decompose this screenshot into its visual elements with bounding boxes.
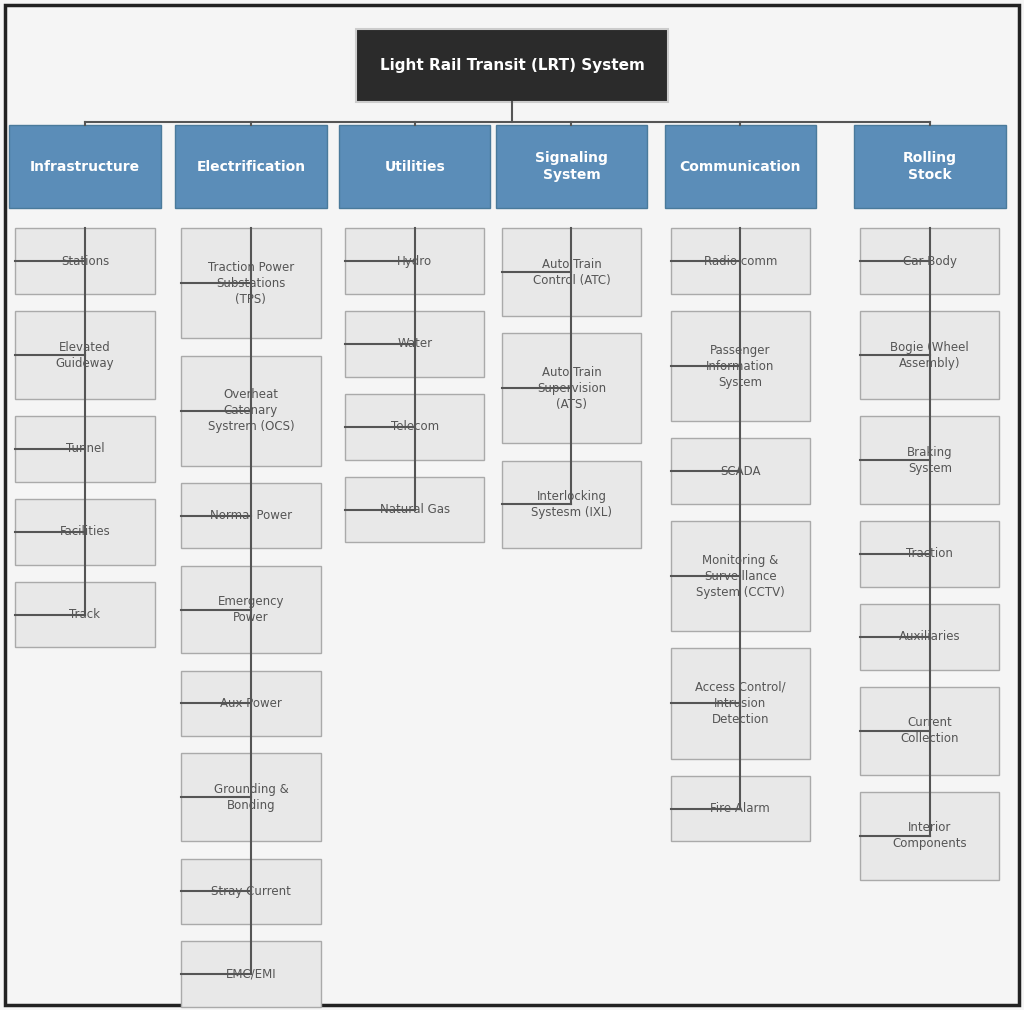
FancyBboxPatch shape (181, 566, 321, 653)
Text: Communication: Communication (680, 160, 801, 174)
FancyBboxPatch shape (15, 582, 155, 647)
Text: SCADA: SCADA (720, 465, 761, 478)
Text: Interlocking
Systesm (IXL): Interlocking Systesm (IXL) (530, 490, 612, 519)
FancyBboxPatch shape (181, 941, 321, 1007)
FancyBboxPatch shape (860, 687, 999, 775)
FancyBboxPatch shape (496, 125, 647, 208)
FancyBboxPatch shape (502, 228, 641, 316)
FancyBboxPatch shape (181, 228, 321, 338)
Text: Interior
Components: Interior Components (893, 821, 967, 850)
FancyBboxPatch shape (175, 125, 327, 208)
FancyBboxPatch shape (860, 416, 999, 504)
Text: Auxiliaries: Auxiliaries (899, 630, 961, 643)
FancyBboxPatch shape (860, 604, 999, 670)
Text: Traction: Traction (906, 547, 953, 561)
FancyBboxPatch shape (860, 792, 999, 880)
Text: Overheat
Catenary
Systrem (OCS): Overheat Catenary Systrem (OCS) (208, 388, 294, 433)
FancyBboxPatch shape (181, 753, 321, 841)
FancyBboxPatch shape (181, 356, 321, 466)
Text: Emergency
Power: Emergency Power (218, 595, 284, 624)
FancyBboxPatch shape (181, 858, 321, 924)
FancyBboxPatch shape (671, 648, 810, 759)
FancyBboxPatch shape (15, 311, 155, 399)
FancyBboxPatch shape (854, 125, 1006, 208)
FancyBboxPatch shape (15, 228, 155, 294)
Text: Access Control/
Intrusion
Detection: Access Control/ Intrusion Detection (695, 681, 785, 726)
FancyBboxPatch shape (671, 228, 810, 294)
Text: Grounding &
Bonding: Grounding & Bonding (214, 783, 288, 812)
Text: Normal Power: Normal Power (210, 509, 292, 522)
Text: Car Body: Car Body (903, 255, 956, 268)
Text: Fire Alarm: Fire Alarm (711, 802, 770, 815)
Text: Track: Track (70, 608, 100, 621)
Text: Rolling
Stock: Rolling Stock (903, 152, 956, 182)
FancyBboxPatch shape (15, 499, 155, 565)
Text: Facilities: Facilities (59, 525, 111, 538)
Text: EMC/EMI: EMC/EMI (225, 968, 276, 981)
FancyBboxPatch shape (860, 228, 999, 294)
FancyBboxPatch shape (356, 29, 669, 102)
Text: Bogie (Wheel
Assembly): Bogie (Wheel Assembly) (891, 340, 969, 370)
FancyBboxPatch shape (345, 228, 484, 294)
FancyBboxPatch shape (339, 125, 490, 208)
FancyBboxPatch shape (502, 333, 641, 443)
FancyBboxPatch shape (671, 776, 810, 841)
Text: Passenger
Information
System: Passenger Information System (707, 343, 774, 389)
Text: Stations: Stations (60, 255, 110, 268)
FancyBboxPatch shape (860, 521, 999, 587)
FancyBboxPatch shape (671, 311, 810, 421)
Text: Utilities: Utilities (384, 160, 445, 174)
Text: Aux Power: Aux Power (220, 697, 282, 710)
Text: Stray Current: Stray Current (211, 885, 291, 898)
FancyBboxPatch shape (345, 477, 484, 542)
FancyBboxPatch shape (9, 125, 161, 208)
FancyBboxPatch shape (5, 5, 1019, 1005)
Text: Monitoring &
Surveillance
System (CCTV): Monitoring & Surveillance System (CCTV) (696, 553, 784, 599)
FancyBboxPatch shape (665, 125, 816, 208)
Text: Auto Train
Supervision
(ATS): Auto Train Supervision (ATS) (537, 366, 606, 411)
Text: Radio comm: Radio comm (703, 255, 777, 268)
Text: Auto Train
Control (ATC): Auto Train Control (ATC) (532, 258, 610, 287)
FancyBboxPatch shape (502, 461, 641, 548)
Text: Telecom: Telecom (391, 420, 438, 433)
Text: Braking
System: Braking System (907, 445, 952, 475)
Text: Current
Collection: Current Collection (900, 716, 959, 745)
Text: Electrification: Electrification (197, 160, 305, 174)
FancyBboxPatch shape (15, 416, 155, 482)
FancyBboxPatch shape (181, 671, 321, 736)
FancyBboxPatch shape (671, 438, 810, 504)
FancyBboxPatch shape (345, 394, 484, 460)
Text: Traction Power
Substations
(TPS): Traction Power Substations (TPS) (208, 261, 294, 306)
Text: Elevated
Guideway: Elevated Guideway (55, 340, 115, 370)
FancyBboxPatch shape (671, 521, 810, 631)
Text: Natural Gas: Natural Gas (380, 503, 450, 516)
Text: Signaling
System: Signaling System (535, 152, 608, 182)
Text: Hydro: Hydro (397, 255, 432, 268)
Text: Infrastructure: Infrastructure (30, 160, 140, 174)
FancyBboxPatch shape (345, 311, 484, 377)
Text: Light Rail Transit (LRT) System: Light Rail Transit (LRT) System (380, 59, 644, 73)
Text: Water: Water (397, 337, 432, 350)
Text: Tunnel: Tunnel (66, 442, 104, 456)
FancyBboxPatch shape (860, 311, 999, 399)
FancyBboxPatch shape (181, 483, 321, 548)
